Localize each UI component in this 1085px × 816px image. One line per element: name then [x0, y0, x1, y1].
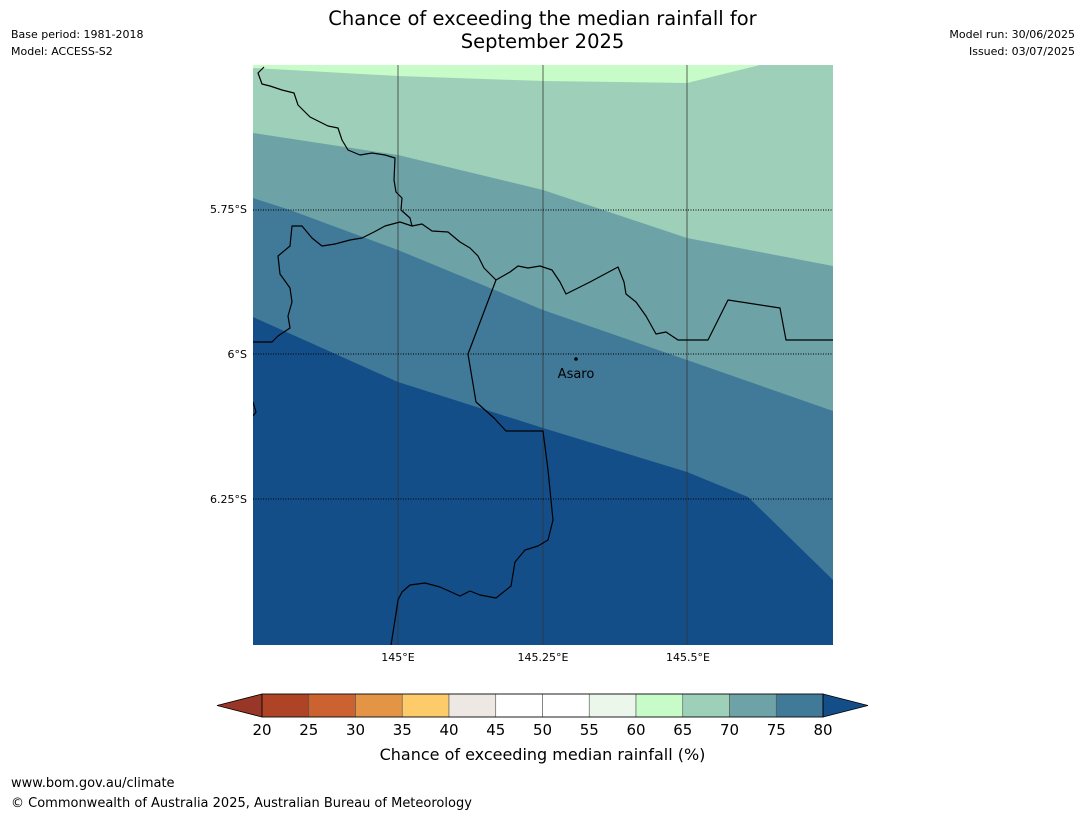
colorbar-segment — [775, 693, 824, 718]
issued-text: Issued: 03/07/2025 — [968, 45, 1075, 58]
map-title: Chance of exceeding the median rainfall … — [0, 7, 1085, 53]
colorbar-segment — [495, 693, 543, 718]
colorbar-outline — [261, 693, 824, 718]
colorbar-tick-label: 45 — [486, 721, 505, 739]
border-west-edge — [253, 401, 257, 417]
title-line-1: Chance of exceeding the median rainfall … — [328, 7, 757, 30]
town-label: Asaro — [558, 367, 595, 382]
colorbar-tick-label: 55 — [580, 721, 599, 739]
colorbar-tick-label: 25 — [299, 721, 318, 739]
lat-label: 5.75°S — [210, 203, 247, 216]
colorbar-segment — [588, 693, 637, 718]
colorbar-over-arrow — [822, 693, 869, 718]
border-central — [390, 279, 554, 645]
town-marker — [574, 357, 578, 361]
colorbar-label: Chance of exceeding median rainfall (%) — [379, 745, 706, 764]
province-borders — [253, 66, 833, 645]
colorbar-tick-label: 35 — [393, 721, 412, 739]
border-ridge — [411, 223, 833, 341]
colorbar-segment — [682, 693, 730, 718]
colorbar-tick-label: 80 — [813, 721, 832, 739]
map-area: Asaro — [253, 65, 833, 645]
footer-url[interactable]: www.bom.gov.au/climate — [11, 776, 175, 791]
meridian-lines — [397, 65, 688, 645]
lon-label: 145.5°E — [666, 651, 710, 664]
colorbar-tick-label: 50 — [533, 721, 552, 739]
colorbar-tick-label: 65 — [673, 721, 692, 739]
meta-left: Base period: 1981-2018 Model: ACCESS-S2 — [11, 26, 143, 60]
colorbar-segment — [729, 693, 777, 718]
lat-label: 6°S — [228, 348, 247, 361]
lat-label: 6.25°S — [210, 493, 247, 506]
footer-copyright: © Commonwealth of Australia 2025, Austra… — [11, 796, 472, 811]
colorbar-segment — [308, 693, 356, 718]
model-text: Model: ACCESS-S2 — [11, 45, 113, 58]
colorbar-tick-label: 60 — [626, 721, 645, 739]
title-line-2: September 2025 — [460, 30, 625, 53]
colorbar-tick-label: 30 — [346, 721, 365, 739]
colorbar-segment — [355, 693, 403, 718]
colorbar-segment — [448, 693, 497, 718]
parallel-lines — [253, 209, 833, 500]
meta-right: Model run: 30/06/2025 Issued: 03/07/2025 — [949, 26, 1075, 60]
latitude-labels: 5.75°S 6°S 6.25°S — [210, 203, 247, 506]
colorbar-tick-label: 70 — [720, 721, 739, 739]
colorbar-under-arrow — [216, 693, 263, 718]
base-period-text: Base period: 1981-2018 — [11, 28, 144, 41]
lon-label: 145.25°E — [518, 651, 569, 664]
colorbar-segment — [542, 693, 590, 718]
border-west — [253, 66, 413, 343]
lon-label: 145°E — [381, 651, 414, 664]
colorbar-segment — [635, 693, 684, 718]
longitude-labels: 145°E 145.25°E 145.5°E — [381, 651, 710, 664]
colorbar-tick-label: 40 — [439, 721, 458, 739]
colorbar-tick-label: 20 — [252, 721, 271, 739]
colorbar: 20 25 30 35 40 45 50 55 60 65 70 75 80 — [216, 693, 869, 739]
colorbar-segment — [261, 693, 310, 718]
model-run-text: Model run: 30/06/2025 — [949, 28, 1075, 41]
colorbar-segment — [401, 693, 450, 718]
colorbar-tick-label: 75 — [767, 721, 786, 739]
